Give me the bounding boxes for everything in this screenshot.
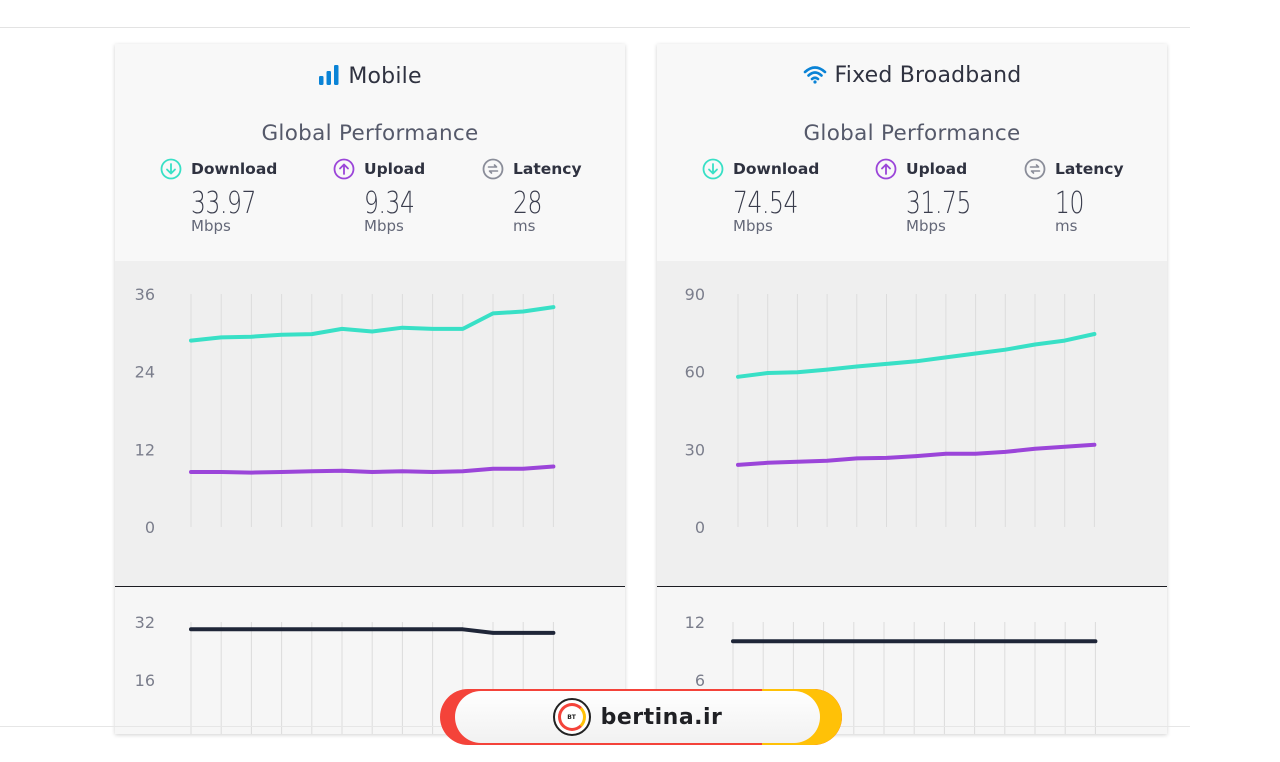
metric-label: Upload xyxy=(906,160,968,178)
download-metric: Download 74.54 Mbps xyxy=(702,158,842,235)
panel-header: Fixed Broadband Global Performance Downl… xyxy=(657,44,1167,261)
chart-separator xyxy=(657,586,1167,587)
y-tick-label: 16 xyxy=(135,671,155,690)
metric-label: Latency xyxy=(513,160,582,178)
bertina-logo-icon: BT xyxy=(552,698,591,736)
speed-chart-svg: 90 60 30 0 xyxy=(685,285,1097,537)
chart-separator xyxy=(115,586,625,587)
y-tick-label: 36 xyxy=(135,285,155,304)
badge-pill: BT bertina.ir xyxy=(455,691,820,743)
upload-metric: Upload 31.75 Mbps xyxy=(875,158,1015,235)
y-tick-label: 30 xyxy=(685,440,705,459)
panel-title: Fixed Broadband xyxy=(657,63,1167,90)
upload-series-line xyxy=(736,442,1097,467)
y-tick-label: 60 xyxy=(685,363,705,382)
metric-unit: Mbps xyxy=(191,217,231,235)
metric-value: 9.34 xyxy=(364,186,415,221)
upload-metric: Upload 9.34 Mbps xyxy=(333,158,473,235)
panel-title: Mobile xyxy=(115,63,625,91)
latency-series-line xyxy=(189,627,556,635)
metric-label: Download xyxy=(733,160,820,178)
y-tick-label: 24 xyxy=(135,363,155,382)
y-tick-label: 90 xyxy=(685,285,705,304)
metric-value: 10 xyxy=(1055,186,1085,221)
watermark-text: bertina.ir xyxy=(600,704,723,730)
upload-arrow-icon xyxy=(333,158,355,180)
y-tick-label: 12 xyxy=(135,440,155,459)
download-series-line xyxy=(189,305,556,343)
metric-unit: ms xyxy=(1055,217,1078,235)
metric-unit: ms xyxy=(513,217,536,235)
metric-label: Latency xyxy=(1055,160,1124,178)
panel-title-text: Fixed Broadband xyxy=(834,63,1022,88)
metric-unit: Mbps xyxy=(906,217,946,235)
download-series-line xyxy=(736,332,1097,379)
upload-arrow-icon xyxy=(875,158,897,180)
panel-subtitle: Global Performance xyxy=(261,121,479,146)
top-divider xyxy=(0,27,1190,28)
latency-icon xyxy=(482,158,504,180)
y-tick-label: 0 xyxy=(695,518,705,537)
y-tick-label: 12 xyxy=(685,613,705,632)
latency-metric: Latency 10 ms xyxy=(1024,158,1164,235)
signal-bars-icon xyxy=(318,63,340,91)
speed-chart: 90 60 30 0 xyxy=(657,261,1167,586)
mobile-panel: Mobile Global Performance Download 33.97… xyxy=(115,44,625,734)
metric-value: 28 xyxy=(513,186,543,221)
metric-value: 74.54 xyxy=(733,186,799,221)
panel-header: Mobile Global Performance Download 33.97… xyxy=(115,44,625,261)
metric-label: Download xyxy=(191,160,278,178)
metric-unit: Mbps xyxy=(364,217,404,235)
latency-icon xyxy=(1024,158,1046,180)
wifi-icon xyxy=(803,64,827,90)
upload-series-line xyxy=(189,464,556,475)
panel-subtitle: Global Performance xyxy=(803,121,1021,146)
y-tick-label: 32 xyxy=(135,613,155,632)
speed-chart: 36 24 12 0 xyxy=(115,261,625,586)
fixed-broadband-panel: Fixed Broadband Global Performance Downl… xyxy=(657,44,1167,734)
watermark-badge: BT bertina.ir xyxy=(440,689,842,745)
download-arrow-icon xyxy=(702,158,724,180)
metric-label: Upload xyxy=(364,160,426,178)
download-arrow-icon xyxy=(160,158,182,180)
y-tick-label: 6 xyxy=(695,671,705,690)
metric-unit: Mbps xyxy=(733,217,773,235)
metric-value: 33.97 xyxy=(191,186,257,221)
panel-title-text: Mobile xyxy=(348,64,422,89)
download-metric: Download 33.97 Mbps xyxy=(160,158,300,235)
latency-metric: Latency 28 ms xyxy=(482,158,622,235)
speed-chart-svg: 36 24 12 0 xyxy=(135,285,556,537)
y-tick-label: 0 xyxy=(145,518,155,537)
metric-value: 31.75 xyxy=(906,186,972,221)
